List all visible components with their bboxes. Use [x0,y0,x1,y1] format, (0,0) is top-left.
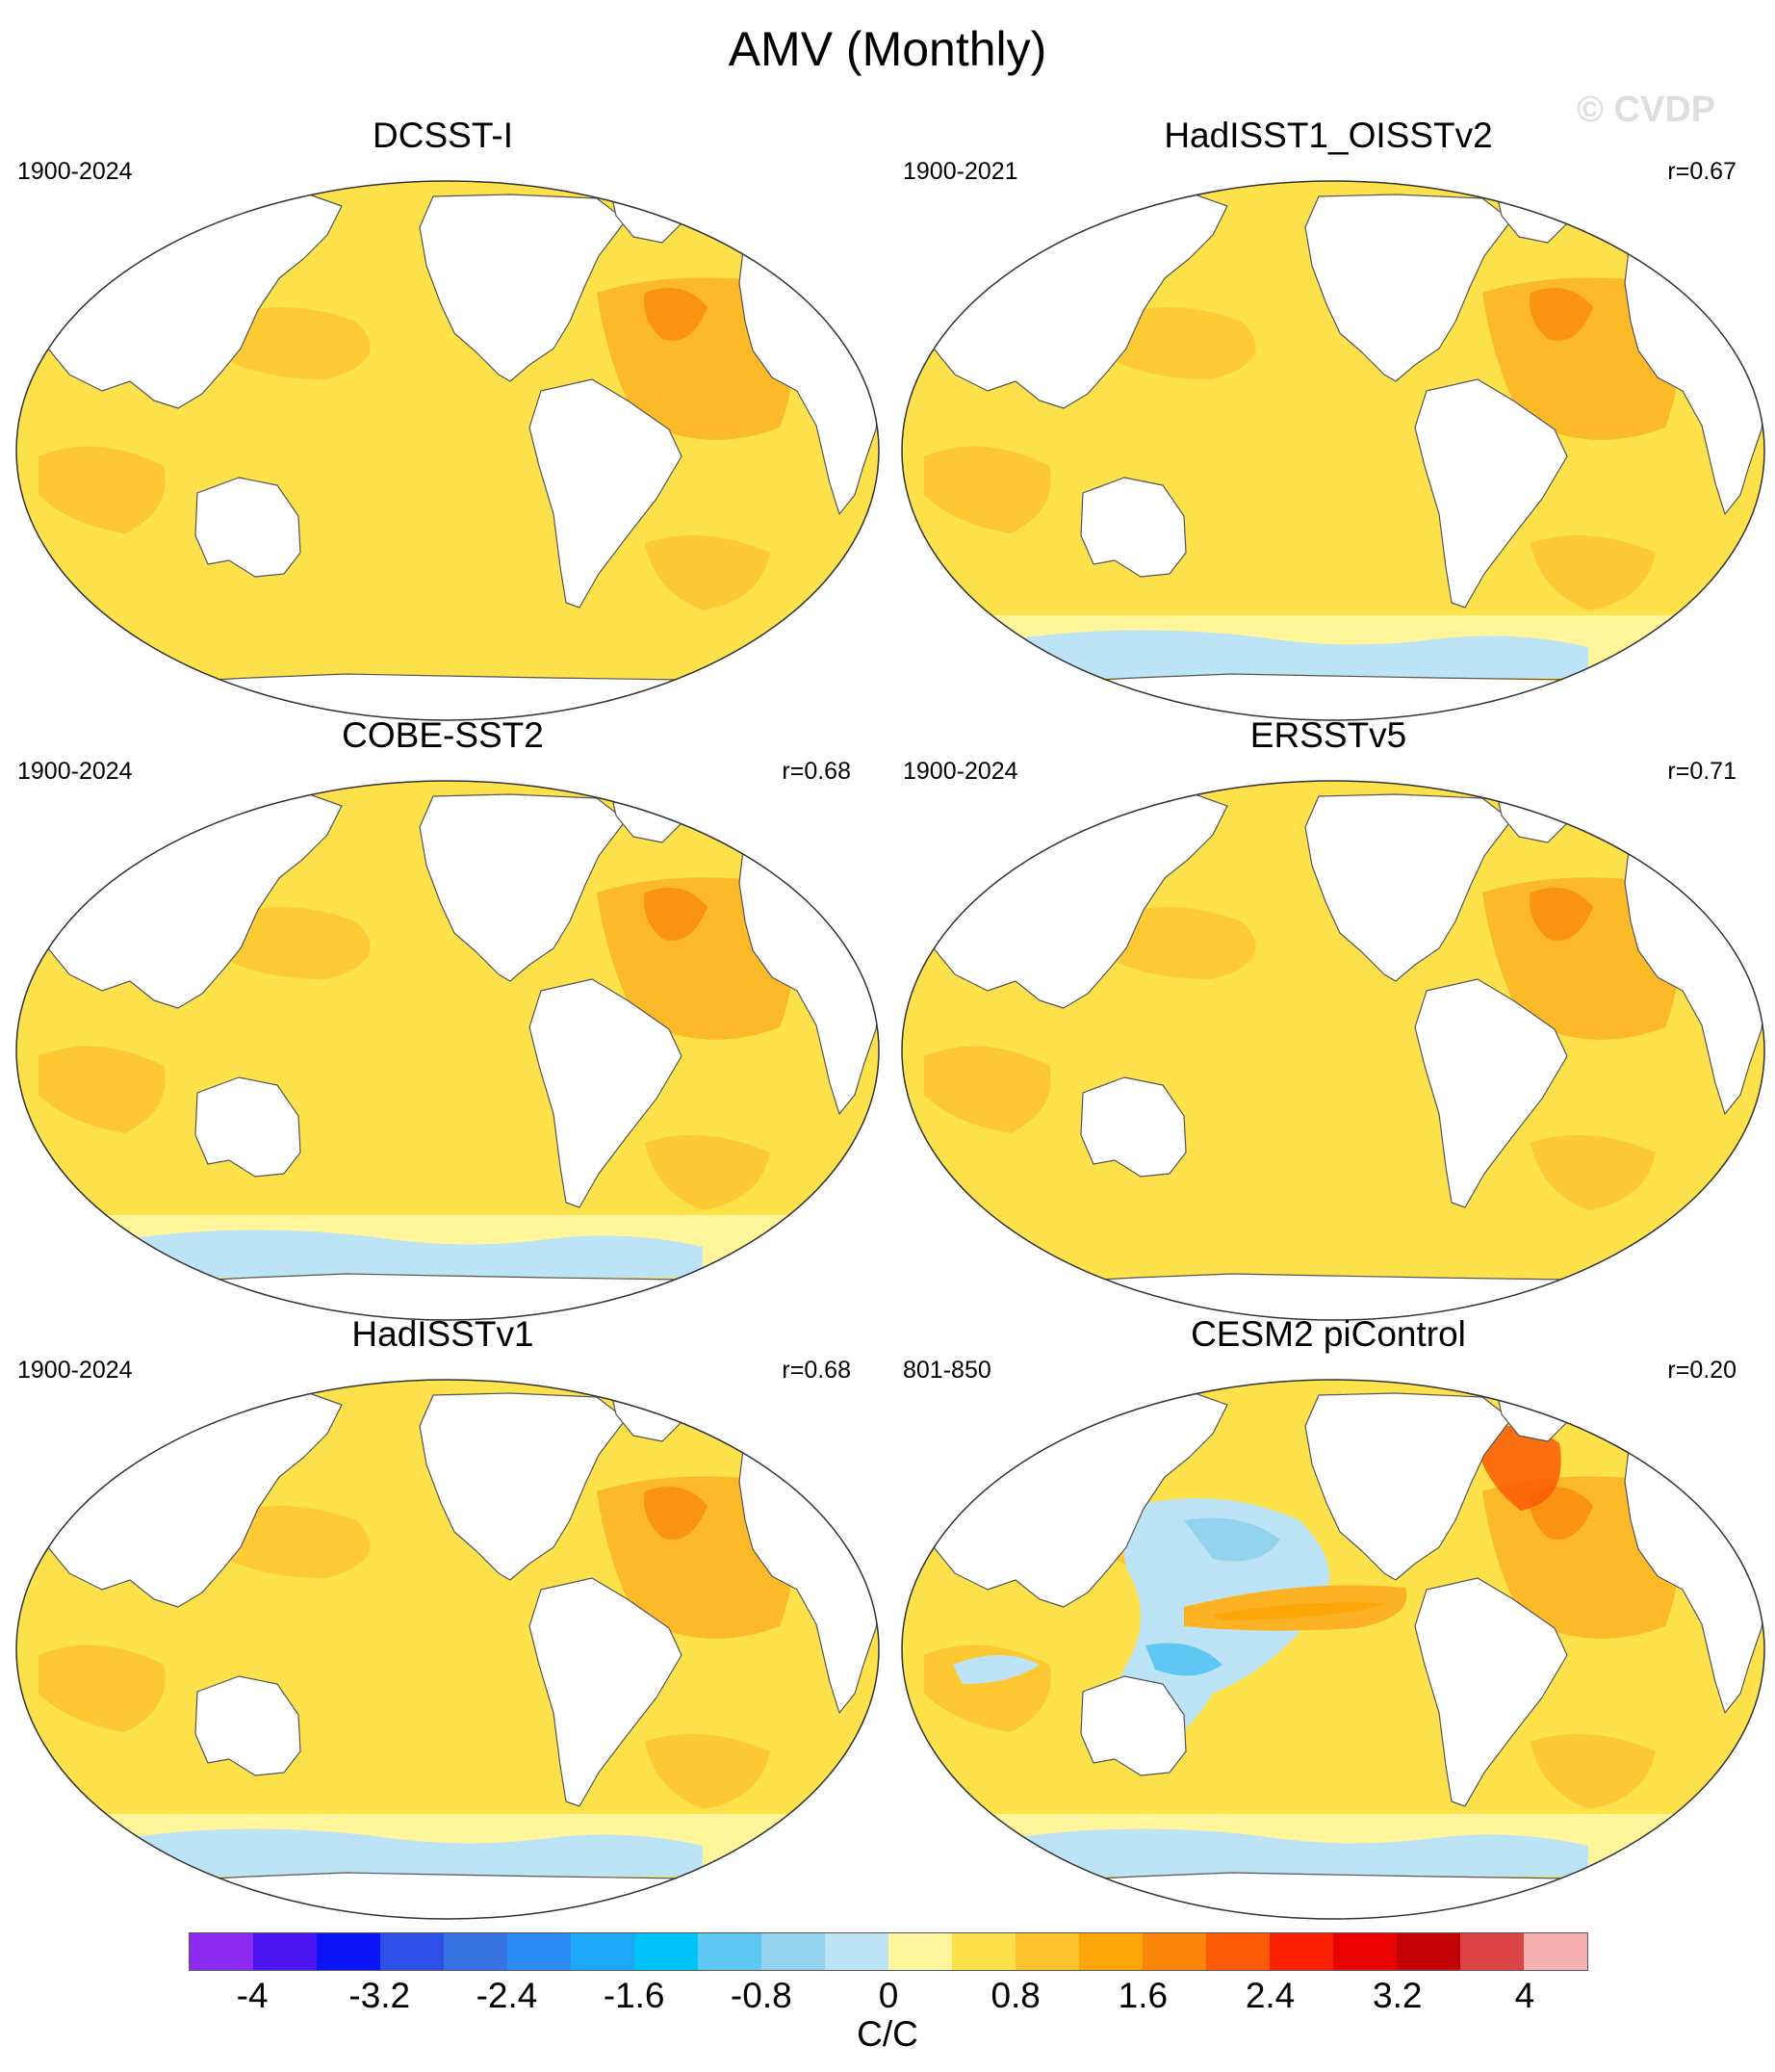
colorbar-swatch [190,1933,254,1970]
colorbar-tick-label: -0.8 [730,1976,792,2015]
colorbar-swatch [1079,1933,1144,1970]
colorbar-swatch [1333,1933,1398,1970]
panel-period: 1900-2024 [903,758,1018,785]
colorbar-tick-label: -2.4 [476,1976,538,2015]
panel-period: 1900-2021 [903,158,1018,185]
world-map [895,777,1771,1324]
map-panel-hadisst1-oisstv2: HadISST1_OISSTv2 1900-2021 r=0.67 [886,116,1771,732]
map-panel-dcsst-i: DCSST-I 1900-2024 [0,116,886,732]
map-panel-cesm2-picontrol: CESM2 piControl 801-850 r=0.20 [886,1314,1771,1930]
panel-period: 1900-2024 [17,1357,133,1384]
panel-title: COBE-SST2 [342,715,544,755]
colorbar-tick-label: -4 [236,1976,269,2015]
colorbar-swatch [380,1933,445,1970]
colorbar-swatch [952,1933,1016,1970]
panel-title: DCSST-I [373,116,513,155]
world-map [10,177,886,724]
colorbar-tick-label: 0 [878,1976,899,2015]
colorbar-tick-label: 3.2 [1373,1976,1423,2015]
colorbar-tick-label: 0.8 [990,1976,1041,2015]
panel-title: HadISST1_OISSTv2 [1164,116,1493,155]
colorbar-swatch [698,1933,762,1970]
colorbar-swatch [253,1933,318,1970]
colorbar-swatch [317,1933,381,1970]
watermark: © CVDP [1577,90,1716,130]
panel-correlation: r=0.68 [782,758,851,785]
colorbar-tick-label: 2.4 [1245,1976,1296,2015]
page-title: AMV (Monthly) [728,22,1047,76]
colorbar-swatch [1206,1933,1271,1970]
colorbar-swatch [1016,1933,1080,1970]
world-map [10,777,886,1324]
map-panel-ersstv5: ERSSTv5 1900-2024 r=0.71 [886,715,1771,1332]
colorbar-swatch [571,1933,635,1970]
map-panel-cobe-sst2: COBE-SST2 1900-2024 r=0.68 [0,715,886,1332]
colorbar-tick-label: 4 [1514,1976,1535,2015]
colorbar-swatch [507,1933,572,1970]
colorbar [189,1932,1588,1971]
colorbar-tick-label: -1.6 [603,1976,665,2015]
panel-title: HadISSTv1 [351,1314,534,1354]
colorbar-swatch [888,1933,953,1970]
world-map [895,1376,1771,1923]
panel-correlation: r=0.20 [1667,1357,1736,1384]
panel-correlation: r=0.71 [1667,758,1736,785]
colorbar-swatch [1460,1933,1525,1970]
colorbar-swatch [1270,1933,1334,1970]
map-panel-hadisstv1: HadISSTv1 1900-2024 r=0.68 [0,1314,886,1930]
world-map [895,177,1771,724]
panel-period: 801-850 [903,1357,991,1384]
colorbar-tick-label: -3.2 [348,1976,411,2015]
colorbar-ticks: -4 -3.2 -2.4 -1.6 -0.8 0 0.8 1.6 2.4 3.2 4 [189,1976,1588,2024]
panel-period: 1900-2024 [17,758,133,785]
colorbar-swatch [444,1933,508,1970]
panel-title: ERSSTv5 [1249,715,1407,755]
colorbar-unit-label: C/C [857,2014,918,2054]
colorbar-swatch [1397,1933,1461,1970]
panel-period: 1900-2024 [17,158,133,185]
colorbar-swatch [1524,1933,1587,1970]
panel-correlation: r=0.68 [782,1357,851,1384]
panel-title: CESM2 piControl [1191,1314,1466,1354]
colorbar-swatch [634,1933,699,1970]
colorbar-tick-label: 1.6 [1118,1976,1169,2015]
colorbar-swatch [1143,1933,1207,1970]
world-map [10,1376,886,1923]
colorbar-swatch [761,1933,826,1970]
colorbar-swatch [825,1933,889,1970]
panel-correlation: r=0.67 [1667,158,1736,185]
